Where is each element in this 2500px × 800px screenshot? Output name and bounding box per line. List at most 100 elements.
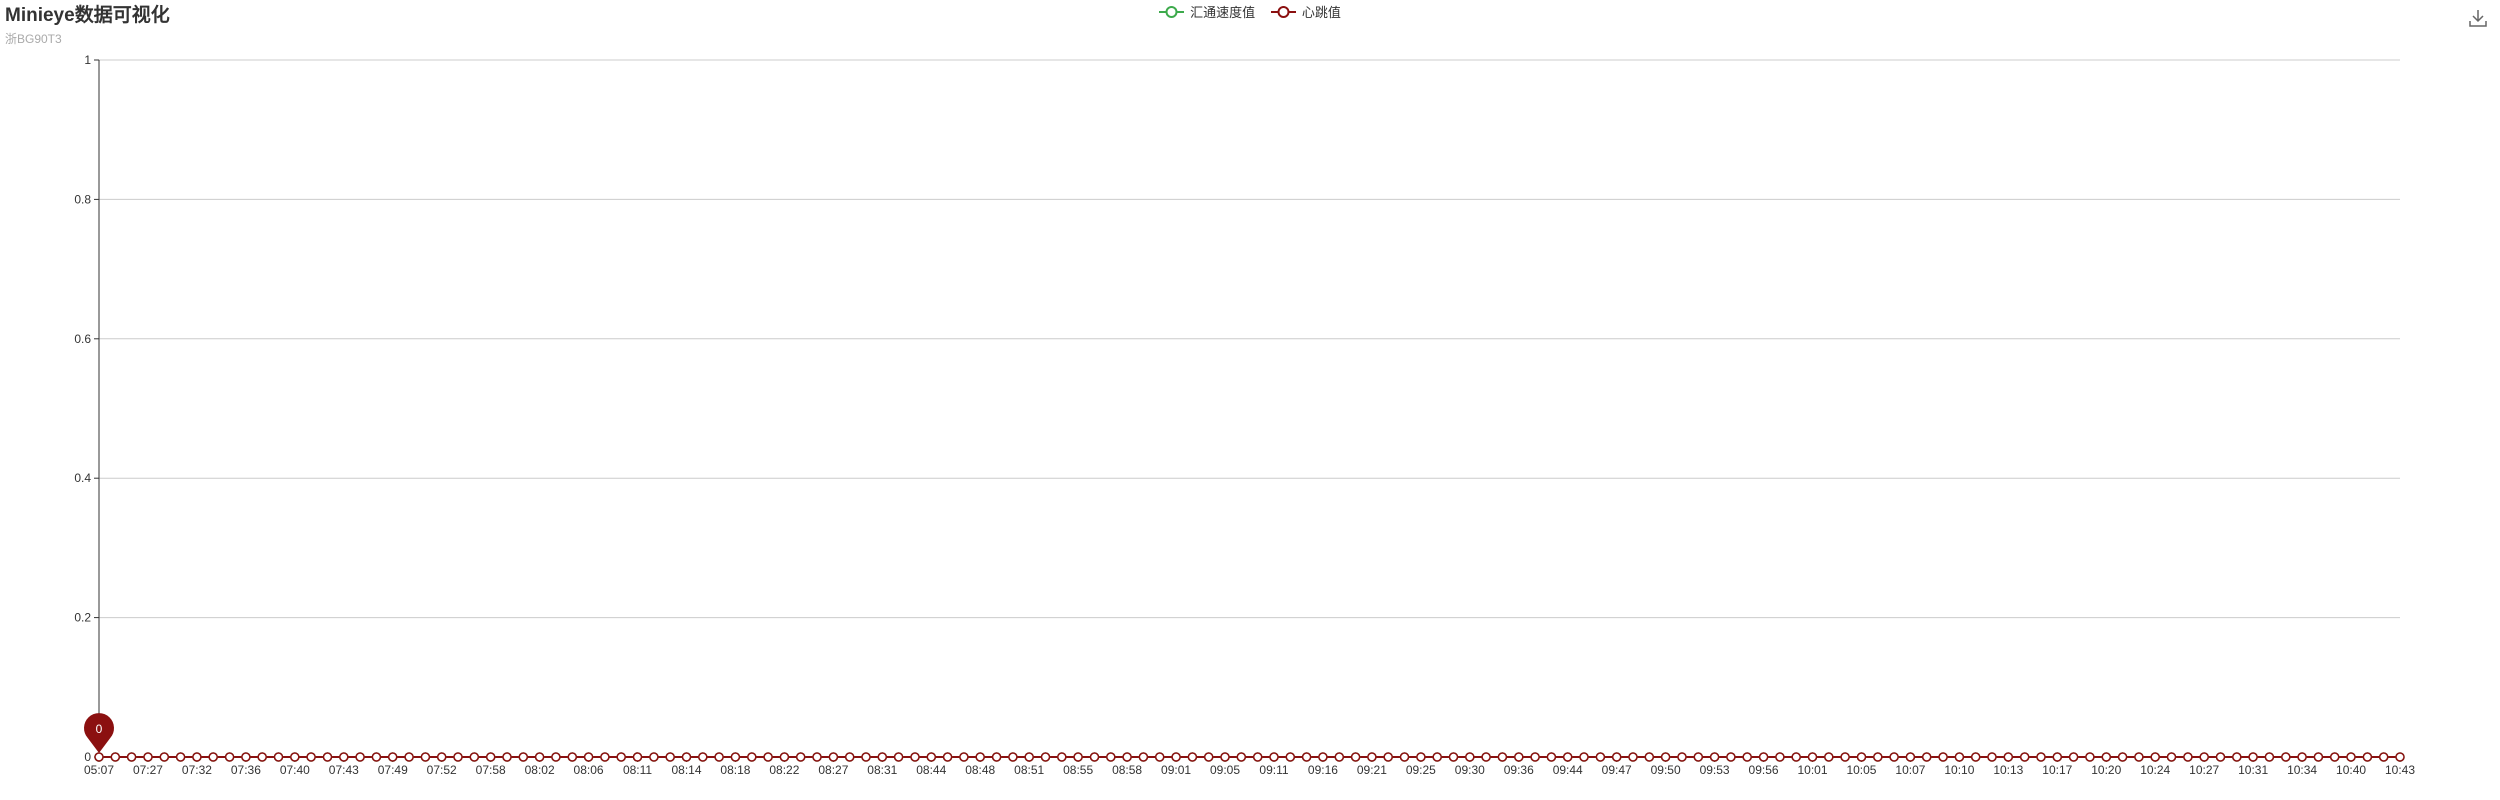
data-point[interactable]	[2068, 752, 2079, 762]
data-point[interactable]	[2199, 752, 2209, 762]
data-point[interactable]	[1726, 752, 1736, 762]
data-point[interactable]	[1677, 752, 1687, 762]
data-point[interactable]	[1154, 752, 1165, 762]
data-point[interactable]	[1987, 752, 1997, 762]
data-point[interactable]	[1579, 752, 1589, 762]
data-point[interactable]	[1807, 752, 1818, 762]
data-point[interactable]	[1921, 752, 1932, 762]
data-point[interactable]	[1432, 752, 1442, 762]
data-point[interactable]	[1742, 752, 1752, 762]
data-point[interactable]	[1660, 752, 1671, 762]
data-point[interactable]	[959, 752, 969, 762]
data-point[interactable]	[469, 752, 480, 762]
data-point[interactable]	[730, 752, 741, 762]
data-point[interactable]	[600, 752, 610, 762]
data-point[interactable]	[2313, 752, 2324, 762]
data-point[interactable]	[861, 752, 871, 762]
data-point[interactable]	[551, 752, 561, 762]
data-point[interactable]	[649, 752, 659, 762]
data-point[interactable]	[714, 752, 724, 762]
data-point[interactable]	[1203, 752, 1214, 762]
data-point[interactable]	[371, 752, 382, 762]
data-point[interactable]	[192, 752, 202, 762]
data-point[interactable]	[502, 752, 512, 762]
data-point[interactable]	[991, 752, 1002, 762]
data-point[interactable]	[1138, 752, 1149, 762]
data-point[interactable]	[175, 752, 186, 762]
data-point[interactable]	[355, 752, 365, 762]
data-point[interactable]	[942, 752, 953, 762]
data-point[interactable]	[1709, 752, 1720, 762]
data-point[interactable]	[2052, 752, 2063, 762]
data-point[interactable]	[126, 752, 137, 762]
data-point[interactable]	[567, 752, 578, 762]
download-icon[interactable]	[2468, 8, 2488, 28]
data-point[interactable]	[975, 752, 985, 762]
data-point[interactable]	[2036, 752, 2046, 762]
legend-item-heartbeat[interactable]: 心跳值	[1270, 2, 1341, 21]
data-point[interactable]	[1318, 752, 1328, 762]
data-point[interactable]	[1465, 752, 1475, 762]
data-point[interactable]	[387, 752, 398, 762]
data-point[interactable]	[1350, 752, 1361, 762]
data-point[interactable]	[322, 752, 333, 762]
data-point[interactable]	[910, 752, 920, 762]
data-point[interactable]	[2232, 752, 2242, 762]
data-point[interactable]	[1367, 752, 1377, 762]
data-point[interactable]	[1089, 752, 1100, 762]
data-point[interactable]	[110, 752, 121, 762]
data-point[interactable]	[159, 752, 170, 762]
data-point[interactable]	[763, 752, 773, 762]
data-point[interactable]	[257, 752, 267, 762]
data-point[interactable]	[1873, 752, 1883, 762]
data-point[interactable]	[1791, 752, 1801, 762]
data-point[interactable]	[339, 752, 349, 762]
data-point[interactable]	[2297, 752, 2307, 762]
data-point[interactable]	[1252, 752, 1263, 762]
data-point[interactable]	[94, 752, 104, 762]
data-point[interactable]	[1905, 752, 1916, 762]
data-point[interactable]	[1693, 752, 1704, 762]
data-point[interactable]	[1171, 752, 1181, 762]
data-point[interactable]	[306, 752, 316, 762]
data-point[interactable]	[2215, 752, 2226, 762]
data-point[interactable]	[747, 752, 757, 762]
data-point[interactable]	[1889, 752, 1899, 762]
data-point[interactable]	[1481, 752, 1491, 762]
data-point[interactable]	[241, 752, 251, 762]
data-point[interactable]	[795, 752, 806, 762]
data-point[interactable]	[877, 752, 888, 762]
data-point[interactable]	[273, 752, 284, 762]
data-point[interactable]	[1187, 752, 1198, 762]
data-point[interactable]	[616, 752, 626, 762]
data-point[interactable]	[698, 752, 708, 762]
data-point[interactable]	[844, 752, 855, 762]
data-point[interactable]	[1775, 752, 1785, 762]
data-point[interactable]	[1628, 752, 1638, 762]
data-point[interactable]	[2085, 752, 2095, 762]
data-point[interactable]	[1073, 752, 1083, 762]
data-point[interactable]	[1399, 752, 1410, 762]
data-point[interactable]	[1057, 752, 1067, 762]
data-point[interactable]	[1008, 752, 1018, 762]
data-point[interactable]	[2166, 752, 2177, 762]
data-point[interactable]	[1856, 752, 1867, 762]
data-point[interactable]	[1301, 752, 1312, 762]
data-point[interactable]	[632, 752, 643, 762]
data-point[interactable]	[665, 752, 675, 762]
data-point[interactable]	[1122, 752, 1132, 762]
data-point[interactable]	[420, 752, 431, 762]
data-point[interactable]	[1040, 752, 1051, 762]
data-point[interactable]	[1758, 752, 1769, 762]
data-point[interactable]	[2019, 752, 2030, 762]
data-point[interactable]	[485, 752, 496, 762]
data-point[interactable]	[2281, 752, 2291, 762]
data-point[interactable]	[436, 752, 447, 762]
data-point[interactable]	[1611, 752, 1622, 762]
data-point[interactable]	[1824, 752, 1834, 762]
data-point[interactable]	[926, 752, 937, 762]
data-point[interactable]	[1840, 752, 1850, 762]
data-point[interactable]	[1562, 752, 1573, 762]
data-point[interactable]	[2248, 752, 2258, 762]
data-point[interactable]	[2134, 752, 2144, 762]
